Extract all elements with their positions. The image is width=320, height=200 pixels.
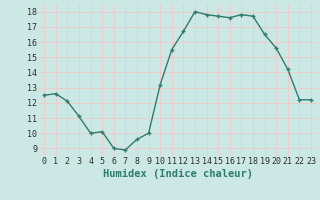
X-axis label: Humidex (Indice chaleur): Humidex (Indice chaleur) [103,169,252,179]
